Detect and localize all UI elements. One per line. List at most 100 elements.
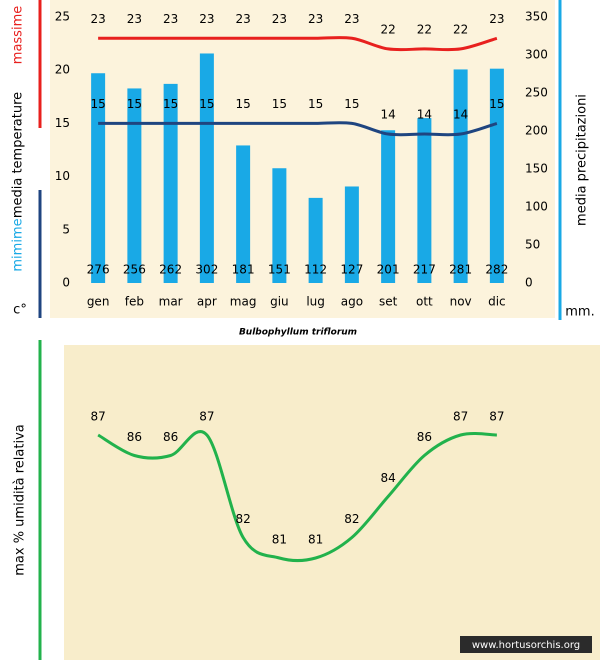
x-tick-label: mar [159,295,183,309]
line-label: 15 [308,97,323,111]
x-tick-label: dic [488,295,506,309]
y2-tick-label: 0 [525,276,533,290]
bar-label: 181 [232,263,255,277]
chart-title: Bulbophyllum triflorum [239,328,357,338]
y2-tick-label: 200 [525,124,548,138]
data-label: 81 [308,533,323,547]
data-label: 82 [235,512,250,526]
data-label: 84 [380,471,395,485]
line-label: 23 [199,12,214,26]
line-label: 23 [344,12,359,26]
line-label: 22 [453,22,468,36]
data-label: 86 [127,430,142,444]
y2-label: media precipitazioni [575,94,590,226]
min-label: mimime [11,218,26,271]
line-label: 23 [235,12,250,26]
x-tick-label: nov [450,295,472,309]
data-label: 81 [272,533,287,547]
line-label: 15 [272,97,287,111]
bar [91,73,106,284]
bar [199,53,214,284]
line-label: 15 [235,97,250,111]
x-tick-label: giu [270,295,289,309]
bar-label: 302 [195,263,218,277]
line-label: 14 [453,108,468,122]
x-tick-label: ago [341,295,363,309]
y-tick-label: 20 [55,63,70,77]
line-label: 23 [272,12,287,26]
bar [236,145,251,283]
line-label: 23 [163,12,178,26]
bar-label: 201 [377,263,400,277]
bar-label: 262 [159,263,182,277]
y2-unit: mm. [565,305,594,320]
humidity-label: max % umidità relativa [13,424,28,576]
y-label: media temperature [11,92,26,218]
x-tick-label: feb [125,295,144,309]
bar [417,118,432,283]
bar-label: 112 [304,263,327,277]
bar-label: 151 [268,263,291,277]
line-label: 15 [344,97,359,111]
x-tick-label: lug [306,295,325,309]
data-label: 86 [163,430,178,444]
bar [453,69,468,283]
y2-tick-label: 100 [525,200,548,214]
bar [489,68,504,284]
data-label: 87 [453,410,468,424]
line-label: 15 [489,97,504,111]
line-label: 15 [163,97,178,111]
data-label: 87 [90,410,105,424]
bar [127,88,142,283]
line-label: 14 [417,108,432,122]
x-tick-label: apr [197,295,217,309]
bar-label: 276 [87,263,110,277]
watermark-bg [460,636,592,653]
line-label: 23 [489,12,504,26]
bar [163,83,178,283]
line [97,430,497,563]
y-tick-label: 15 [55,116,70,130]
x-tick-label: mag [230,295,257,309]
data-label: 87 [489,410,504,424]
line-label: 14 [380,108,395,122]
x-tick-label: set [379,295,398,309]
y-tick-label: 10 [55,169,70,183]
bar-label: 281 [449,263,472,277]
bar [344,186,359,283]
bar-label: 282 [485,263,508,277]
y2-tick-label: 300 [525,48,548,62]
y2-tick-label: 350 [525,10,548,24]
data-label: 86 [417,430,432,444]
data-label: 87 [199,410,214,424]
y2-tick-label: 50 [525,238,540,252]
bar-label: 217 [413,263,436,277]
watermark: www.hortusorchis.org [472,640,580,651]
bar [381,130,396,283]
line-label: 22 [417,22,432,36]
y2-tick-label: 250 [525,86,548,100]
line-label: 23 [308,12,323,26]
line [98,36,498,52]
bar-label: 127 [340,263,363,277]
bar [272,168,287,283]
bar [308,197,323,283]
y2-tick-label: 150 [525,162,548,176]
x-tick-label: ott [416,295,433,309]
line-label: 23 [90,12,105,26]
max-label: massime [11,6,26,64]
line-label: 23 [127,12,142,26]
line-label: 15 [90,97,105,111]
y-tick-label: 5 [62,222,70,236]
x-tick-label: gen [87,295,110,309]
y-unit: c° [13,303,27,318]
bar-label: 256 [123,263,146,277]
y-tick-label: 0 [62,276,70,290]
line [98,121,498,137]
line-label: 15 [199,97,214,111]
data-label: 82 [344,512,359,526]
line-label: 15 [127,97,142,111]
line-label: 22 [380,22,395,36]
y-tick-label: 25 [55,10,70,24]
